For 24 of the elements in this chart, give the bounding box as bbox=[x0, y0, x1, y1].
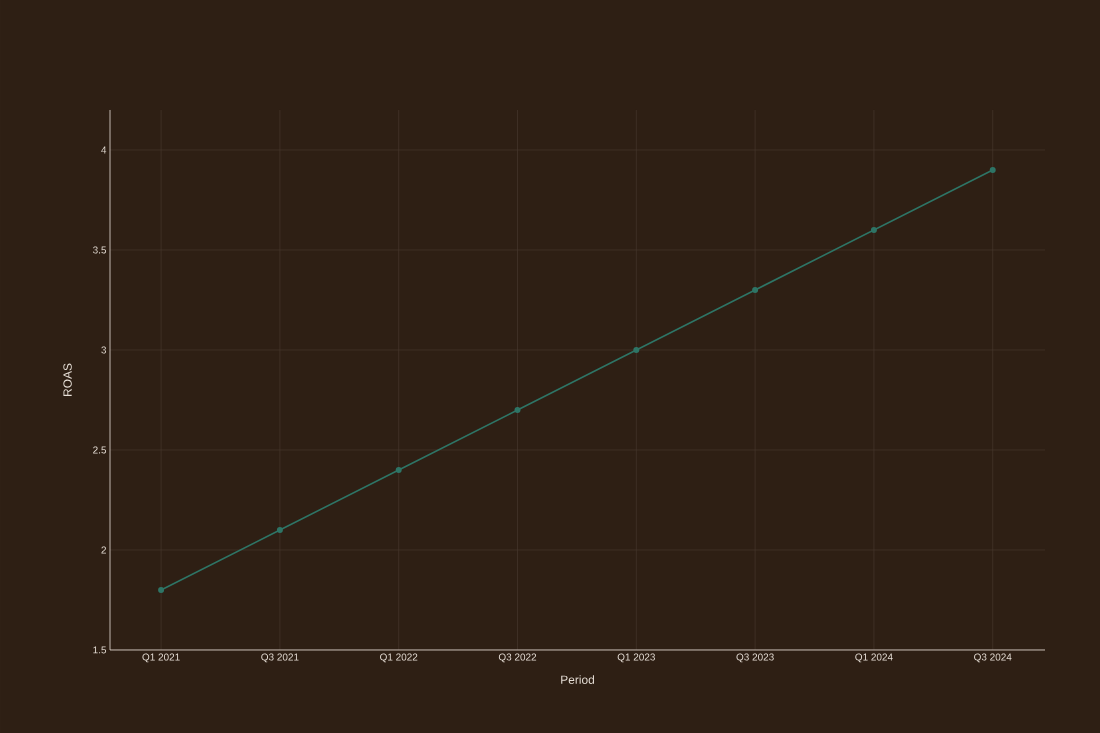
point bbox=[752, 286, 759, 293]
x-tick-label: Q1 2024 bbox=[855, 653, 893, 663]
point bbox=[395, 466, 402, 473]
x-tick-label: Q3 2024 bbox=[974, 653, 1012, 663]
y-tick-label: 4 bbox=[101, 146, 107, 154]
x-tick-label: Q1 2022 bbox=[380, 653, 418, 663]
y-tick-label: 2.5 bbox=[93, 446, 107, 454]
point bbox=[276, 526, 283, 533]
y-tick-label: 3 bbox=[101, 346, 107, 354]
y-tick-label: 2 bbox=[101, 546, 106, 554]
point bbox=[514, 406, 521, 413]
point bbox=[870, 226, 877, 233]
point bbox=[989, 166, 996, 173]
x-tick-label: Q1 2021 bbox=[142, 653, 180, 663]
y-axis-title: ROAS bbox=[63, 363, 72, 396]
y-tick-label: 3.5 bbox=[93, 246, 107, 254]
x-tick-label: Q3 2022 bbox=[498, 653, 537, 663]
x-tick-label: Q3 2021 bbox=[261, 653, 299, 663]
x-axis-title: Period bbox=[561, 675, 595, 684]
point bbox=[158, 586, 165, 593]
y-tick-label: 1.5 bbox=[93, 646, 107, 654]
x-tick-label: Q1 2023 bbox=[617, 653, 655, 663]
x-tick-label: Q3 2023 bbox=[736, 653, 774, 663]
point bbox=[633, 346, 640, 353]
